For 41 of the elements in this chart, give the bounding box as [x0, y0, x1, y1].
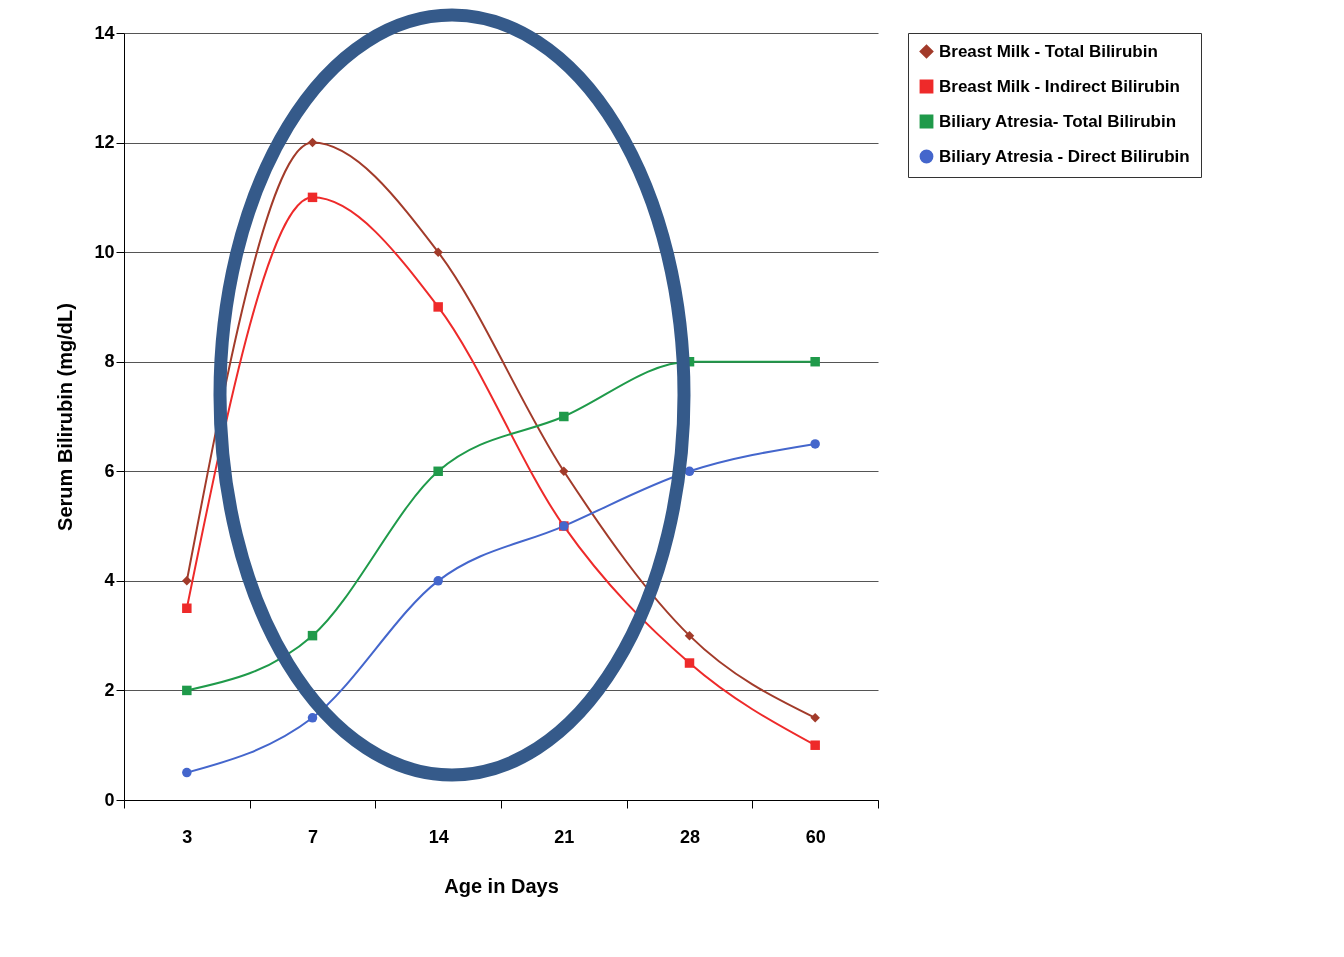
- point: [559, 466, 569, 477]
- x-tick-label: 21: [554, 826, 575, 847]
- y-tick-label: 14: [94, 22, 115, 43]
- legend-label: Breast Milk - Total Bilirubin: [939, 41, 1158, 61]
- y-tick-label: 6: [104, 460, 115, 481]
- y-tick-label: 12: [94, 132, 115, 153]
- point: [684, 658, 695, 668]
- point: [684, 630, 695, 641]
- point: [433, 247, 443, 257]
- point: [684, 466, 695, 477]
- y-tick-label: 8: [104, 351, 115, 372]
- point: [307, 192, 318, 203]
- legend-label: Biliary Atresia - Direct Bilirubin: [939, 146, 1190, 166]
- y-tick-label: 2: [104, 679, 115, 700]
- point: [559, 411, 569, 422]
- point: [182, 767, 192, 778]
- y-axis-title: Serum Bilirubin (mg/dL): [54, 303, 77, 531]
- point: [810, 356, 820, 367]
- x-tick-label: 3: [182, 826, 193, 847]
- legend-label: Breast Milk - Indirect Bilirubin: [939, 76, 1180, 96]
- point: [433, 302, 443, 312]
- x-tick-label: 60: [805, 826, 826, 847]
- x-axis-title: Age in Days: [444, 874, 559, 897]
- point: [307, 713, 318, 723]
- y-tick-label: 4: [104, 570, 115, 591]
- point: [810, 439, 820, 449]
- y-tick-label: 10: [94, 241, 115, 262]
- point: [433, 466, 443, 477]
- point: [433, 576, 443, 586]
- point: [182, 685, 192, 696]
- x-tick-label: 28: [679, 826, 701, 847]
- point: [307, 630, 318, 641]
- point: [182, 576, 192, 586]
- point: [810, 740, 820, 750]
- y-tick-label: 0: [104, 789, 115, 810]
- x-tick-label: 14: [428, 826, 449, 847]
- point: [182, 603, 192, 613]
- point: [810, 713, 820, 723]
- legend-label: Biliary Atresia- Total Bilirubin: [939, 111, 1177, 131]
- point: [307, 137, 318, 148]
- x-tick-label: 7: [307, 826, 319, 847]
